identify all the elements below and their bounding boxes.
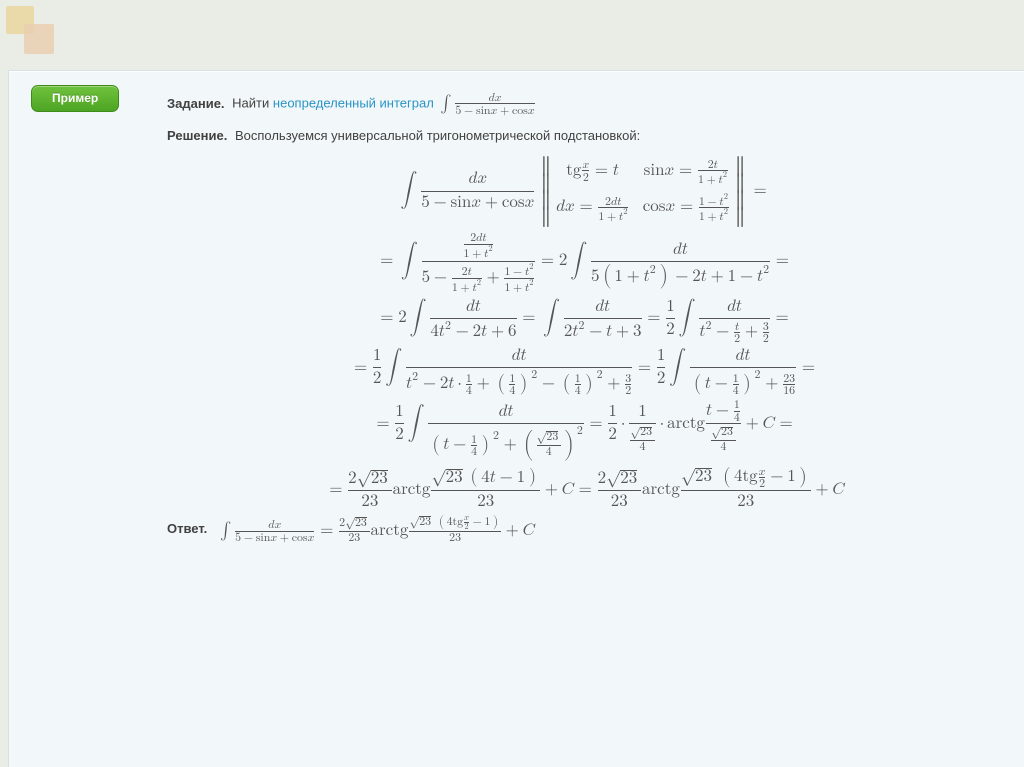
solution-line: Решение. Воспользуемся универсальной три…: [167, 126, 1002, 146]
derivation-formula: ∫dx5−sin⁡x+cos⁡x‖tg⁡x2=tsin⁡x=2t1+t2dx=2…: [167, 155, 1002, 226]
derivation-formula: =12∫dtt2−2t·14+(14)2−(14)2+32=12∫dt(t−14…: [167, 348, 1002, 394]
derivation-step: =22323arctg⁡23(4t−1)23+C=22323arctg⁡23(4…: [167, 466, 1002, 505]
document-body: Задание. Найти неопределенный интеграл ∫…: [167, 85, 1002, 543]
derivation-formula: =22323arctg⁡23(4t−1)23+C=22323arctg⁡23(4…: [167, 466, 1002, 505]
derivation-step: =12∫dtt2−2t·14+(14)2−(14)2+32=12∫dt(t−14…: [167, 348, 1002, 394]
derivation-formula: =∫2dt1+t25−2t1+t2+1−t21+t2=2∫dt5(1+t2)−2…: [167, 232, 1002, 293]
indefinite-integral-link[interactable]: неопределенный интеграл: [273, 96, 434, 111]
example-badge: Пример: [31, 85, 119, 112]
derivation-step: =12∫dt(t−14)2+(234)2=12·1234·arctg⁡t−142…: [167, 400, 1002, 460]
badge-label: Пример: [52, 91, 98, 105]
derivation-formula: =12∫dt(t−14)2+(234)2=12·1234·arctg⁡t−142…: [167, 400, 1002, 460]
answer-line: Ответ. ∫dx5−sin⁡x+cos⁡x=22323arctg⁡23(4t…: [167, 514, 1002, 543]
task-line: Задание. Найти неопределенный интеграл ∫…: [167, 93, 1002, 116]
answer-formula: ∫dx5−sin⁡x+cos⁡x=22323arctg⁡23(4tg⁡x2−1)…: [217, 514, 535, 543]
task-formula: ∫dx5−sin⁡x+cos⁡x: [437, 93, 535, 116]
task-label: Задание.: [167, 96, 225, 111]
corner-decoration: [0, 0, 60, 60]
derivation-block: ∫dx5−sin⁡x+cos⁡x‖tg⁡x2=tsin⁡x=2t1+t2dx=2…: [167, 155, 1002, 506]
solution-label: Решение.: [167, 128, 227, 143]
derivation-formula: =2∫dt4t2−2t+6=∫dt2t2−t+3=12∫dtt2−t2+32=: [167, 299, 1002, 342]
answer-formula-wrap: ∫dx5−sin⁡x+cos⁡x=22323arctg⁡23(4tg⁡x2−1)…: [217, 514, 535, 543]
derivation-step: =2∫dt4t2−2t+6=∫dt2t2−t+3=12∫dtt2−t2+32=: [167, 299, 1002, 342]
example-panel: Пример Задание. Найти неопределенный инт…: [8, 70, 1024, 767]
solution-intro: Воспользуемся универсальной тригонометри…: [235, 128, 640, 143]
task-text-before: Найти: [232, 96, 269, 111]
derivation-step: =∫2dt1+t25−2t1+t2+1−t21+t2=2∫dt5(1+t2)−2…: [167, 232, 1002, 293]
answer-label: Ответ.: [167, 521, 207, 536]
task-integral: ∫dx5−sin⁡x+cos⁡x: [437, 96, 535, 111]
derivation-step: ∫dx5−sin⁡x+cos⁡x‖tg⁡x2=tsin⁡x=2t1+t2dx=2…: [167, 155, 1002, 226]
